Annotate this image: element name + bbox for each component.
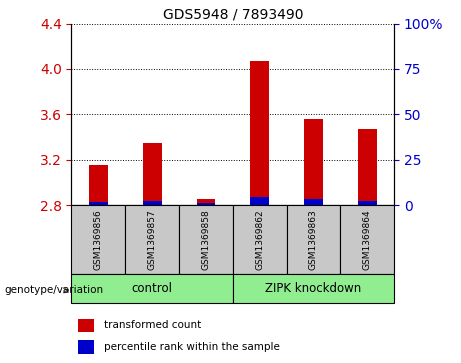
Bar (196, 199, 215, 205)
Text: GSM1369856: GSM1369856 (94, 209, 103, 270)
Title: GDS5948 / 7893490: GDS5948 / 7893490 (163, 7, 303, 21)
Bar (78, 319, 94, 332)
Bar (143, 143, 161, 205)
Bar (125, 205, 179, 274)
Bar (233, 205, 287, 274)
Text: GSM1369863: GSM1369863 (309, 209, 318, 270)
Bar (250, 61, 269, 205)
Bar (233, 274, 394, 303)
Bar (143, 201, 161, 205)
Bar (340, 205, 394, 274)
Text: GSM1369864: GSM1369864 (363, 209, 372, 270)
Bar (78, 340, 94, 354)
Text: control: control (132, 282, 172, 295)
Bar (358, 129, 377, 205)
Bar (71, 205, 125, 274)
Text: GSM1369858: GSM1369858 (201, 209, 210, 270)
Bar (71, 274, 233, 303)
Bar (304, 199, 323, 205)
Bar (358, 201, 377, 205)
Text: genotype/variation: genotype/variation (5, 285, 104, 295)
Text: transformed count: transformed count (104, 321, 201, 330)
Text: percentile rank within the sample: percentile rank within the sample (104, 342, 280, 352)
Bar (287, 205, 340, 274)
Text: GSM1369862: GSM1369862 (255, 209, 264, 270)
Bar (304, 119, 323, 205)
Bar (196, 203, 215, 205)
Text: GSM1369857: GSM1369857 (148, 209, 157, 270)
Bar (89, 202, 108, 205)
Bar (179, 205, 233, 274)
Bar (89, 166, 108, 205)
Bar (250, 197, 269, 205)
Text: ZIPK knockdown: ZIPK knockdown (266, 282, 361, 295)
